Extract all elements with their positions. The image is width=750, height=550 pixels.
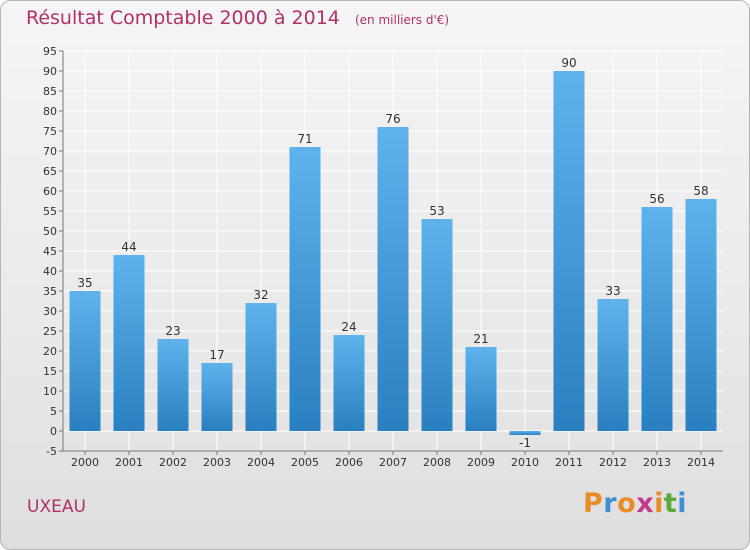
y-tick-label: 60	[43, 185, 57, 198]
value-label: 56	[649, 192, 664, 206]
value-label: 58	[693, 184, 708, 198]
y-tick-label: 0	[50, 425, 57, 438]
bar	[377, 127, 409, 431]
y-tick-label: 10	[43, 385, 57, 398]
x-tick-label: 2008	[423, 456, 451, 469]
y-tick-label: 90	[43, 65, 57, 78]
value-label: 76	[385, 112, 400, 126]
y-tick-label: 65	[43, 165, 57, 178]
value-label: 33	[605, 284, 620, 298]
x-tick-label: 2014	[687, 456, 715, 469]
value-label: 35	[77, 276, 92, 290]
y-tick-label: 25	[43, 325, 57, 338]
bar	[685, 199, 717, 431]
x-tick-label: 2012	[599, 456, 627, 469]
value-label: 24	[341, 320, 356, 334]
bar	[641, 207, 673, 431]
value-label: 44	[121, 240, 136, 254]
y-tick-label: 50	[43, 225, 57, 238]
value-label: 53	[429, 204, 444, 218]
proxiti-logo: Proxiti	[583, 488, 687, 519]
x-tick-label: 2000	[71, 456, 99, 469]
x-tick-label: 2011	[555, 456, 583, 469]
logo-letter: o	[617, 488, 637, 519]
value-label: 90	[561, 56, 576, 70]
value-labels: 35 44 23 17 32 71 24 76 53 21 -1 90 33 56 58	[77, 56, 708, 450]
logo-letter: t	[663, 488, 678, 519]
y-tick-label: 40	[43, 265, 57, 278]
bar	[157, 339, 189, 431]
y-tick-label: 20	[43, 345, 57, 358]
y-tick-label: 95	[43, 45, 57, 58]
y-axis: -5 0 5 10 15 20 25 30 35 40 45 50 55 60 65 70 75 80 85 90 95	[43, 45, 64, 458]
bar	[289, 147, 321, 431]
y-tick-label: 45	[43, 245, 57, 258]
y-tick-label: 35	[43, 285, 57, 298]
bar	[201, 363, 233, 431]
logo-letter: r	[603, 488, 618, 519]
value-label: 21	[473, 332, 488, 346]
x-tick-label: 2004	[247, 456, 275, 469]
y-tick-label: 5	[50, 405, 57, 418]
x-tick-label: 2003	[203, 456, 231, 469]
logo-letter: P	[583, 488, 604, 519]
y-tick-label: 55	[43, 205, 57, 218]
x-tick-label: 2007	[379, 456, 407, 469]
value-label: 32	[253, 288, 268, 302]
value-label: 23	[165, 324, 180, 338]
chart-unit-note: (en milliers d'€)	[354, 13, 450, 27]
x-tick-label: 2010	[511, 456, 539, 469]
bar	[245, 303, 277, 431]
y-tick-label: 80	[43, 105, 57, 118]
bar	[421, 219, 453, 431]
y-tick-label: 75	[43, 125, 57, 138]
bar	[597, 299, 629, 431]
value-label: 17	[209, 348, 224, 362]
x-tick-label: 2006	[335, 456, 363, 469]
value-label: -1	[519, 436, 531, 450]
x-tick-label: 2013	[643, 456, 671, 469]
bar	[113, 255, 145, 431]
bar	[69, 291, 101, 431]
logo-letter: i	[654, 488, 664, 519]
x-axis: 2000 2001 2002 2003 2004 2005 2006 2007 2008 2009…	[63, 450, 723, 469]
y-tick-label: 85	[43, 85, 57, 98]
bar	[465, 347, 497, 431]
x-tick-label: 2001	[115, 456, 143, 469]
logo-letter: i	[677, 488, 688, 519]
bar	[553, 71, 585, 431]
place-name: UXEAU	[27, 497, 86, 517]
x-tick-label: 2005	[291, 456, 319, 469]
bar	[509, 431, 541, 435]
chart-title: Résultat Comptable 2000 à 2014 (en milli…	[26, 7, 449, 29]
x-tick-label: 2002	[159, 456, 187, 469]
chart-title-text: Résultat Comptable 2000 à 2014	[26, 7, 340, 29]
value-label: 71	[297, 132, 312, 146]
y-tick-label: 30	[43, 305, 57, 318]
y-tick-label: -5	[46, 445, 57, 458]
x-tick-label: 2009	[467, 456, 495, 469]
bar	[333, 335, 365, 431]
logo-letter: x	[636, 488, 655, 519]
y-tick-label: 70	[43, 145, 57, 158]
y-tick-label: 15	[43, 365, 57, 378]
bars	[69, 71, 717, 435]
